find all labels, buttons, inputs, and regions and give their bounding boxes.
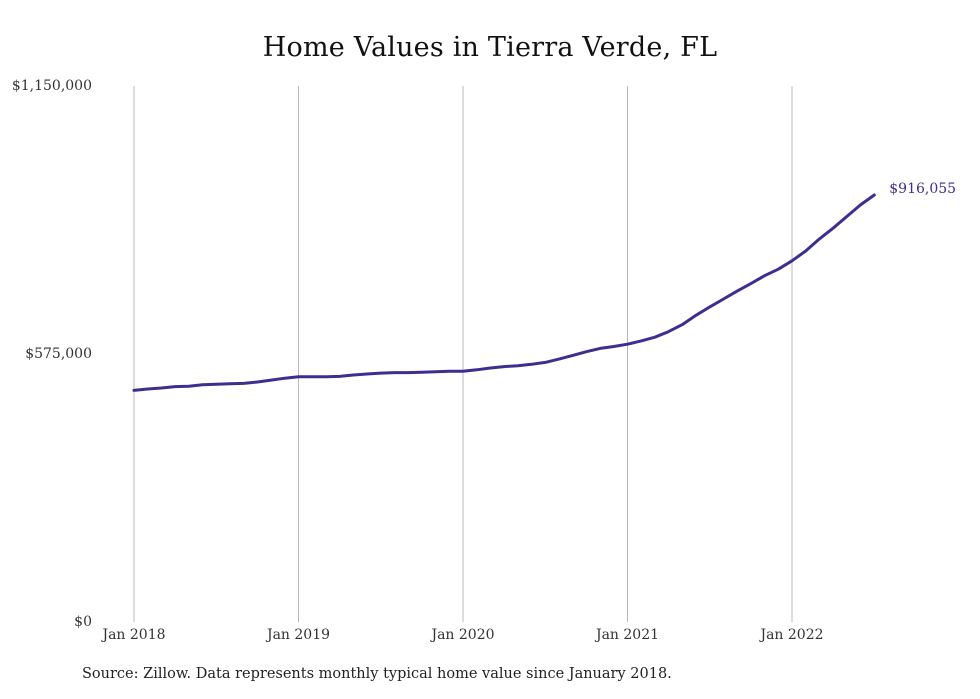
chart-title: Home Values in Tierra Verde, FL bbox=[262, 32, 718, 63]
annotation-layer: $916,055 bbox=[889, 181, 956, 197]
series-layer bbox=[132, 193, 876, 392]
x-tick-label: Jan 2020 bbox=[429, 627, 494, 643]
x-axis-ticks: Jan 2018 Jan 2019 Jan 2020 Jan 2021 Jan 2022 bbox=[100, 627, 823, 643]
grid-lines bbox=[133, 86, 793, 622]
series-line bbox=[132, 193, 876, 392]
y-tick-label: $575,000 bbox=[25, 346, 92, 362]
y-tick-label: $0 bbox=[74, 614, 92, 630]
x-tick-label: Jan 2022 bbox=[758, 627, 823, 643]
source-note: Source: Zillow. Data represents monthly … bbox=[82, 666, 672, 682]
x-tick-label: Jan 2019 bbox=[265, 627, 330, 643]
x-tick-label: Jan 2021 bbox=[594, 627, 659, 643]
end-value-label: $916,055 bbox=[889, 181, 956, 197]
line-chart: $0$575,000$1,150,000 Jan 2018 Jan 2019 Jan… bbox=[12, 78, 956, 643]
y-axis-ticks: $0 $575,000 $1,150,000 bbox=[12, 78, 92, 630]
y-tick-label: $1,150,000 bbox=[12, 78, 92, 94]
x-tick-label: Jan 2018 bbox=[100, 627, 165, 643]
